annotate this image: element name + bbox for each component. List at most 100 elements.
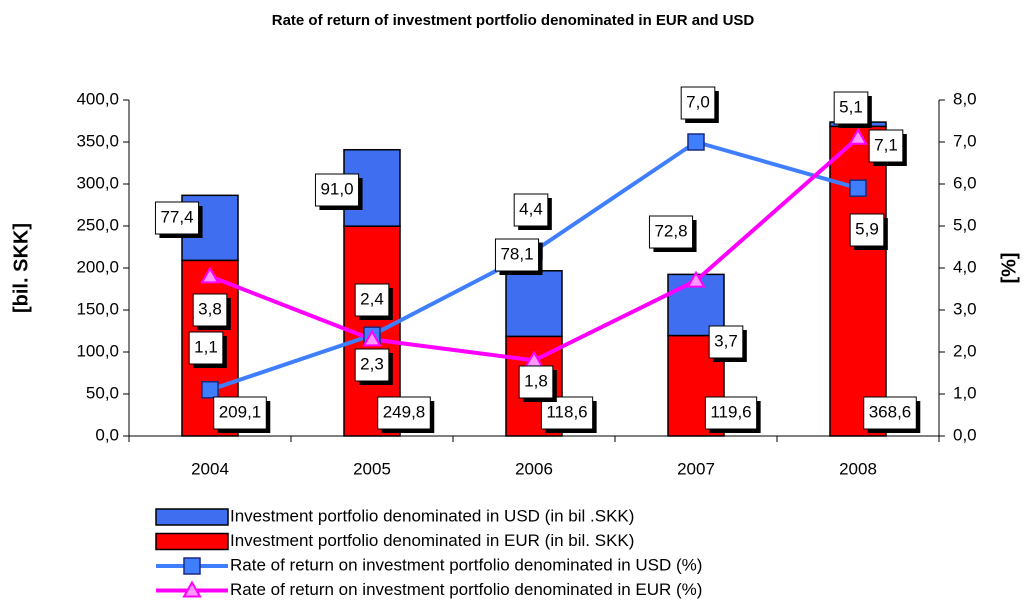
label-box <box>540 396 594 430</box>
data-label-text: 72,8 <box>654 221 687 240</box>
x-tick-label: 2006 <box>515 459 553 478</box>
y-tick-label: 200,0 <box>76 257 119 276</box>
data-label-text: 4,4 <box>519 199 543 218</box>
data-label: 5,1 <box>833 91 872 128</box>
y-tick-label: 0,0 <box>95 425 119 444</box>
label-box <box>868 129 904 163</box>
label-box <box>354 283 390 317</box>
data-label-text: 209,1 <box>219 402 262 421</box>
label-box <box>833 91 869 125</box>
y2-tick-label: 8,0 <box>953 89 977 108</box>
y2-tick-label: 0,0 <box>953 425 977 444</box>
data-label-text: 78,1 <box>500 244 533 263</box>
data-label: 2,3 <box>354 348 393 385</box>
legend-label: Investment portfolio denominated in EUR … <box>230 531 634 550</box>
y-tick-label: 50,0 <box>86 383 119 402</box>
y-tick-label: 150,0 <box>76 299 119 318</box>
data-label: 1,1 <box>188 331 227 368</box>
data-label-text: 3,7 <box>714 331 738 350</box>
data-label: 72,8 <box>648 215 697 252</box>
data-label: 209,1 <box>213 396 271 433</box>
bar <box>829 125 887 437</box>
y-tick-label: 300,0 <box>76 173 119 192</box>
legend-label: Rate of return on investment portfolio d… <box>230 555 702 574</box>
x-tick-label: 2004 <box>191 459 229 478</box>
legend-swatch <box>155 532 229 551</box>
data-label: 368,6 <box>863 396 921 433</box>
data-label: 119,6 <box>704 396 761 433</box>
y2-tick-label: 1,0 <box>953 383 977 402</box>
y-tick-label: 400,0 <box>76 89 119 108</box>
marker <box>687 133 705 151</box>
y2-tick-label: 4,0 <box>953 257 977 276</box>
marker <box>686 270 706 288</box>
label-box <box>213 396 267 430</box>
label-box <box>314 173 360 207</box>
marker <box>362 329 382 347</box>
x-tick-label: 2007 <box>677 459 715 478</box>
data-label: 77,4 <box>154 201 203 238</box>
y-tick-label: 100,0 <box>76 341 119 360</box>
y-tick-label: 350,0 <box>76 131 119 150</box>
data-label-text: 7,1 <box>874 135 898 154</box>
marker <box>200 266 220 284</box>
label-box <box>494 238 540 272</box>
legend-label: Rate of return on investment portfolio d… <box>230 580 702 599</box>
chart-title: Rate of return of investment portfolio d… <box>272 12 755 29</box>
data-label-text: 368,6 <box>869 402 912 421</box>
label-box <box>680 86 716 120</box>
data-label-text: 2,4 <box>360 289 384 308</box>
data-label: 7,1 <box>868 129 907 166</box>
data-label: 7,0 <box>680 86 719 123</box>
data-label: 1,8 <box>518 365 557 402</box>
label-box <box>377 396 431 430</box>
data-label: 91,0 <box>314 173 363 210</box>
data-label: 3,7 <box>708 325 747 362</box>
bar <box>505 270 563 338</box>
data-label-text: 1,1 <box>194 337 218 356</box>
data-label: 5,9 <box>849 213 888 250</box>
label-box <box>154 201 200 235</box>
marker <box>201 381 219 399</box>
y-axis-title: [bil. SKK] <box>10 223 32 313</box>
data-label: 3,8 <box>192 293 231 330</box>
marker <box>849 179 867 197</box>
label-box <box>849 213 885 247</box>
data-label-text: 249,8 <box>383 402 426 421</box>
legend-marker <box>182 580 202 598</box>
data-label: 2,4 <box>354 283 393 320</box>
data-label-text: 118,6 <box>546 402 587 421</box>
data-label-text: 5,1 <box>839 97 863 116</box>
data-label-text: 91,0 <box>320 179 353 198</box>
label-box <box>518 365 554 399</box>
y2-tick-label: 7,0 <box>953 131 977 150</box>
label-box <box>648 215 694 249</box>
legend-marker <box>183 557 201 575</box>
data-label: 78,1 <box>494 238 543 275</box>
label-box <box>513 193 549 227</box>
y2-tick-label: 6,0 <box>953 173 977 192</box>
label-box <box>354 348 390 382</box>
x-tick-label: 2005 <box>353 459 391 478</box>
data-label-text: 5,9 <box>855 219 879 238</box>
label-box <box>708 325 744 359</box>
data-label: 4,4 <box>513 193 552 230</box>
label-box <box>188 331 224 365</box>
data-label: 118,6 <box>540 396 597 433</box>
data-label-text: 7,0 <box>686 92 710 111</box>
label-box <box>704 396 758 430</box>
label-box <box>863 396 917 430</box>
data-label: 249,8 <box>377 396 435 433</box>
label-box <box>192 293 228 327</box>
data-label-text: 2,3 <box>360 354 384 373</box>
x-tick-label: 2008 <box>839 459 877 478</box>
data-label-text: 1,8 <box>524 371 548 390</box>
legend-swatch <box>155 508 229 526</box>
y2-tick-label: 2,0 <box>953 341 977 360</box>
data-label-text: 3,8 <box>198 299 222 318</box>
legend-label: Investment portfolio denominated in USD … <box>230 506 634 525</box>
data-label-text: 119,6 <box>710 402 751 421</box>
data-label-text: 77,4 <box>160 207 193 226</box>
y2-axis-title: [%] <box>998 252 1020 283</box>
